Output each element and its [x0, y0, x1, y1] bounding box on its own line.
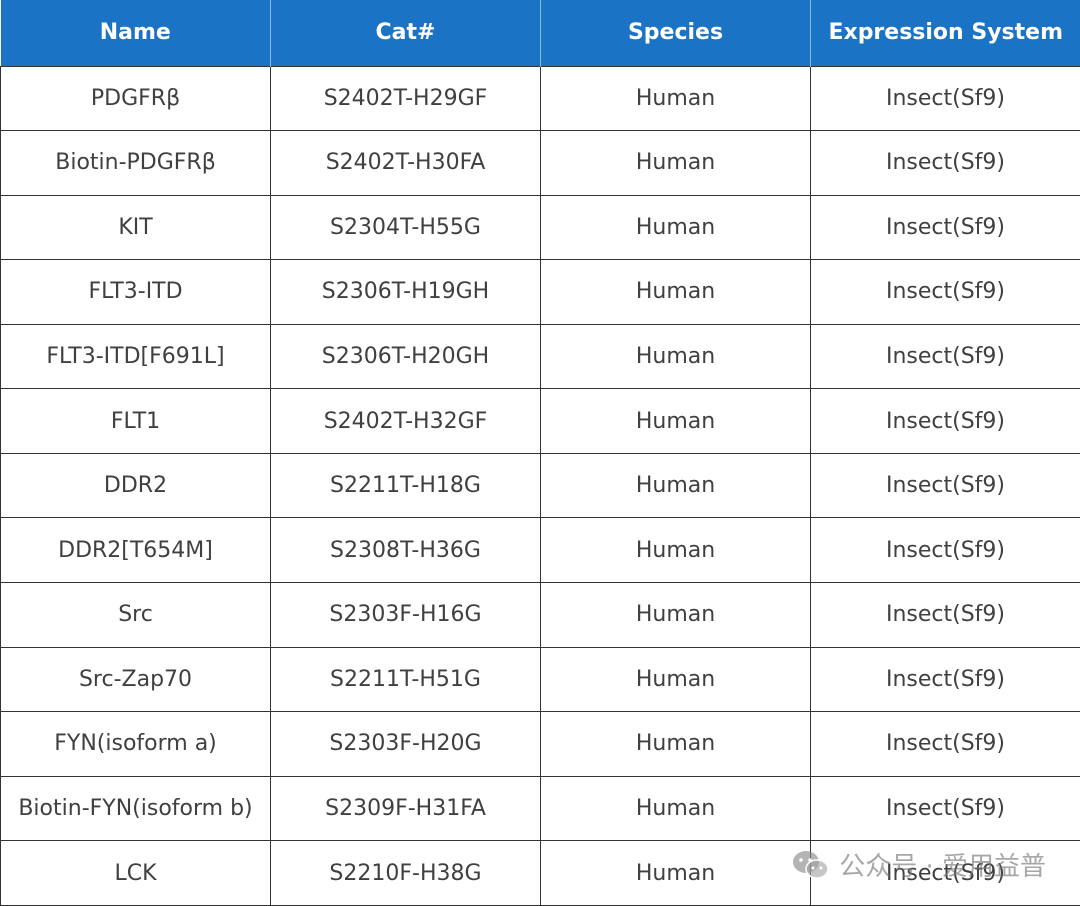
table-row: LCK S2210F-H38G Human Insect(Sf9)	[0, 840, 1080, 906]
header-expression-system: Expression System	[810, 0, 1080, 66]
cell-cat-number: S2402T-H30FA	[270, 130, 541, 196]
cell-cat-number: S2211T-H51G	[270, 646, 541, 713]
cell-species: Human	[540, 582, 811, 648]
cell-species: Human	[540, 323, 811, 390]
cell-cat-number: S2309F-H31FA	[270, 775, 541, 842]
cell-cat-number: S2210F-H38G	[270, 840, 541, 906]
cell-name: Biotin-PDGFRβ	[0, 130, 271, 196]
cell-expression-system: Insect(Sf9)	[810, 130, 1080, 196]
cell-expression-system: Insect(Sf9)	[810, 194, 1080, 261]
cell-species: Human	[540, 452, 811, 519]
cell-species: Human	[540, 646, 811, 713]
cell-species: Human	[540, 194, 811, 261]
cell-expression-system: Insect(Sf9)	[810, 775, 1080, 842]
table-row: FLT1 S2402T-H32GF Human Insect(Sf9)	[0, 388, 1080, 454]
table-header: Name Cat# Species Expression System	[0, 0, 1080, 66]
cell-expression-system: Insect(Sf9)	[810, 646, 1080, 713]
cell-name: Src-Zap70	[0, 646, 271, 713]
cell-cat-number: S2303F-H20G	[270, 711, 541, 777]
cell-species: Human	[540, 259, 811, 325]
cell-name: Biotin-FYN(isoform b)	[0, 775, 271, 842]
cell-name: DDR2[T654M]	[0, 517, 271, 583]
cell-cat-number: S2303F-H16G	[270, 582, 541, 648]
cell-expression-system: Insect(Sf9)	[810, 388, 1080, 454]
cell-cat-number: S2211T-H18G	[270, 452, 541, 519]
cell-name: KIT	[0, 194, 271, 261]
table-row: PDGFRβ S2402T-H29GF Human Insect(Sf9)	[0, 65, 1080, 132]
cell-expression-system: Insect(Sf9)	[810, 840, 1080, 906]
cell-name: FLT1	[0, 388, 271, 454]
cell-expression-system: Insect(Sf9)	[810, 517, 1080, 583]
table-row: DDR2 S2211T-H18G Human Insect(Sf9)	[0, 452, 1080, 519]
cell-name: LCK	[0, 840, 271, 906]
table-row: Biotin-FYN(isoform b) S2309F-H31FA Human In…	[0, 775, 1080, 842]
table-row: FLT3-ITD[F691L] S2306T-H20GH Human Insect(S…	[0, 323, 1080, 390]
cell-name: Src	[0, 582, 271, 648]
header-cat-number: Cat#	[270, 0, 541, 66]
cell-species: Human	[540, 711, 811, 777]
header-name: Name	[0, 0, 271, 66]
header-species: Species	[540, 0, 811, 66]
cell-cat-number: S2306T-H19GH	[270, 259, 541, 325]
cell-name: PDGFRβ	[0, 65, 271, 132]
cell-expression-system: Insect(Sf9)	[810, 259, 1080, 325]
table-row: KIT S2304T-H55G Human Insect(Sf9)	[0, 194, 1080, 261]
cell-expression-system: Insect(Sf9)	[810, 452, 1080, 519]
cell-name: FYN(isoform a)	[0, 711, 271, 777]
cell-expression-system: Insect(Sf9)	[810, 582, 1080, 648]
header-row: Name Cat# Species Expression System	[0, 0, 1080, 66]
table-row: FLT3-ITD S2306T-H19GH Human Insect(Sf9)	[0, 259, 1080, 325]
cell-species: Human	[540, 130, 811, 196]
table-row: DDR2[T654M] S2308T-H36G Human Insect(Sf9)	[0, 517, 1080, 583]
cell-species: Human	[540, 840, 811, 906]
table-row: Biotin-PDGFRβ S2402T-H30FA Human Insect(Sf9…	[0, 130, 1080, 196]
cell-expression-system: Insect(Sf9)	[810, 711, 1080, 777]
cell-name: DDR2	[0, 452, 271, 519]
cell-cat-number: S2402T-H32GF	[270, 388, 541, 454]
table-body: PDGFRβ S2402T-H29GF Human Insect(Sf9) Biotin…	[0, 65, 1080, 906]
cell-cat-number: S2306T-H20GH	[270, 323, 541, 390]
cell-species: Human	[540, 65, 811, 132]
table-row: FYN(isoform a) S2303F-H20G Human Insect(Sf9…	[0, 711, 1080, 777]
cell-name: FLT3-ITD[F691L]	[0, 323, 271, 390]
cell-expression-system: Insect(Sf9)	[810, 323, 1080, 390]
table-row: Src-Zap70 S2211T-H51G Human Insect(Sf9)	[0, 646, 1080, 713]
cell-species: Human	[540, 388, 811, 454]
cell-name: FLT3-ITD	[0, 259, 271, 325]
cell-cat-number: S2402T-H29GF	[270, 65, 541, 132]
cell-species: Human	[540, 775, 811, 842]
cell-cat-number: S2308T-H36G	[270, 517, 541, 583]
cell-cat-number: S2304T-H55G	[270, 194, 541, 261]
cell-species: Human	[540, 517, 811, 583]
cell-expression-system: Insect(Sf9)	[810, 65, 1080, 132]
table-row: Src S2303F-H16G Human Insect(Sf9)	[0, 582, 1080, 648]
